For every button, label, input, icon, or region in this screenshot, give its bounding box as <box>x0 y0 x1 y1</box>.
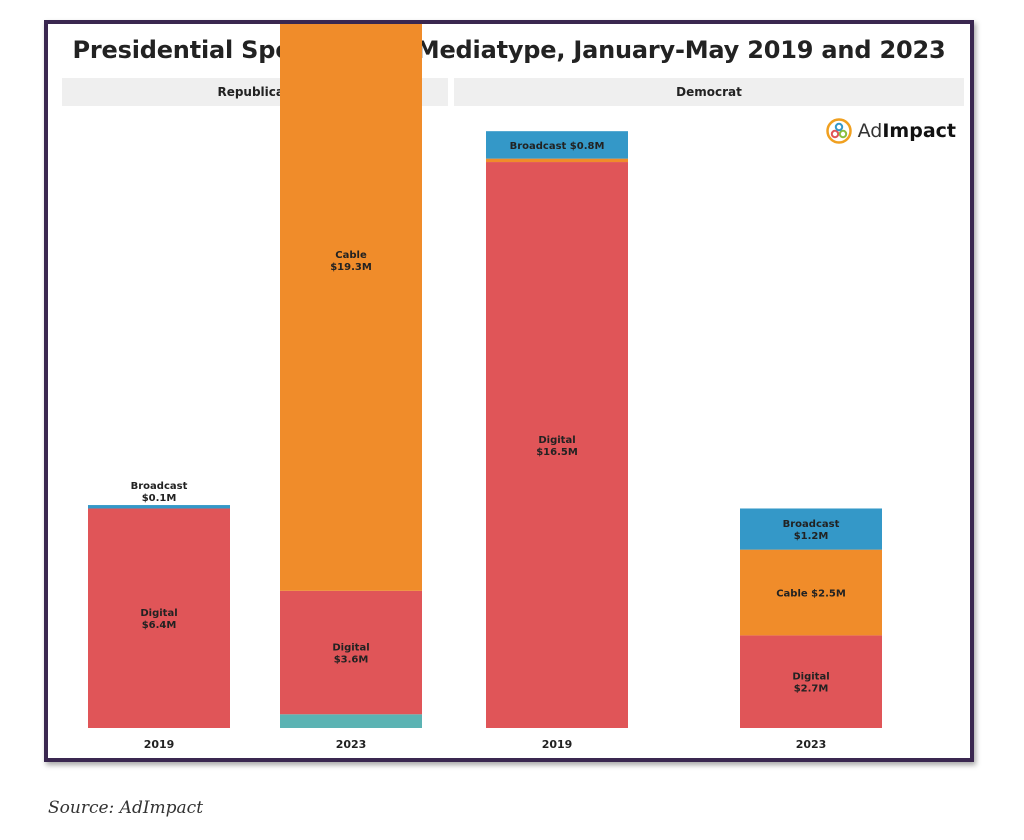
bar-segment-democrat-2019-cable <box>486 158 628 163</box>
data-label-democrat-2023-broadcast: Broadcast <box>783 519 840 530</box>
x-tick-democrat-2019: 2019 <box>542 738 573 751</box>
chart-title: Presidential Spending by Mediatype, Janu… <box>72 36 946 64</box>
x-tick-republican-2023: 2023 <box>336 738 367 751</box>
adimpact-logo: Ad Impact <box>825 118 956 144</box>
adimpact-logo-icon <box>825 118 852 144</box>
data-label-democrat-2019-broadcast: Broadcast $0.8M <box>510 141 605 152</box>
logo-text-impact: Impact <box>882 120 956 142</box>
bar-segment-republican-2023-other <box>280 714 422 728</box>
source-caption: Source: AdImpact <box>48 798 204 818</box>
data-label-republican-2023-cable: Cable <box>335 250 367 261</box>
data-label-republican-2023-cable: $19.3M <box>330 262 372 273</box>
data-label-democrat-2023-broadcast: $1.2M <box>794 531 829 542</box>
data-label-republican-2019-digital: $6.4M <box>142 620 177 631</box>
chart-frame: Presidential Spending by Mediatype, Janu… <box>44 20 974 762</box>
x-tick-democrat-2023: 2023 <box>796 738 827 751</box>
bar-segment-democrat-2023-cable <box>740 549 882 636</box>
stacked-bar-chart: Digital$6.4MBroadcast$0.1M2019Digital$3.… <box>88 24 882 751</box>
bar-segment-democrat-2023-broadcast <box>740 508 882 550</box>
bar-segment-democrat-2019-digital <box>486 162 628 729</box>
bar-segment-republican-2019-broadcast <box>88 505 230 509</box>
bar-segment-democrat-2019-broadcast <box>486 131 628 159</box>
logo-text-ad: Ad <box>857 120 883 142</box>
data-label-republican-2019-digital: Digital <box>140 608 177 619</box>
data-label-democrat-2019-digital: $16.5M <box>536 447 578 458</box>
data-label-republican-2019-broadcast: $0.1M <box>142 493 177 504</box>
bar-segment-republican-2023-cable <box>280 24 422 591</box>
bar-segment-democrat-2023-digital <box>740 635 882 728</box>
bar-segment-republican-2023-digital <box>280 590 422 715</box>
data-label-democrat-2023-digital: $2.7M <box>794 684 829 695</box>
panel-header-democrat: Democrat <box>454 78 964 106</box>
data-label-democrat-2023-cable: Cable $2.5M <box>776 589 846 600</box>
x-tick-republican-2019: 2019 <box>144 738 175 751</box>
data-label-republican-2023-digital: Digital <box>332 643 369 654</box>
data-label-republican-2019-broadcast: Broadcast <box>131 481 188 492</box>
data-label-republican-2023-digital: $3.6M <box>334 655 369 666</box>
data-label-democrat-2019-digital: Digital <box>538 435 575 446</box>
bar-segment-republican-2019-digital <box>88 508 230 728</box>
data-label-democrat-2023-digital: Digital <box>792 672 829 683</box>
